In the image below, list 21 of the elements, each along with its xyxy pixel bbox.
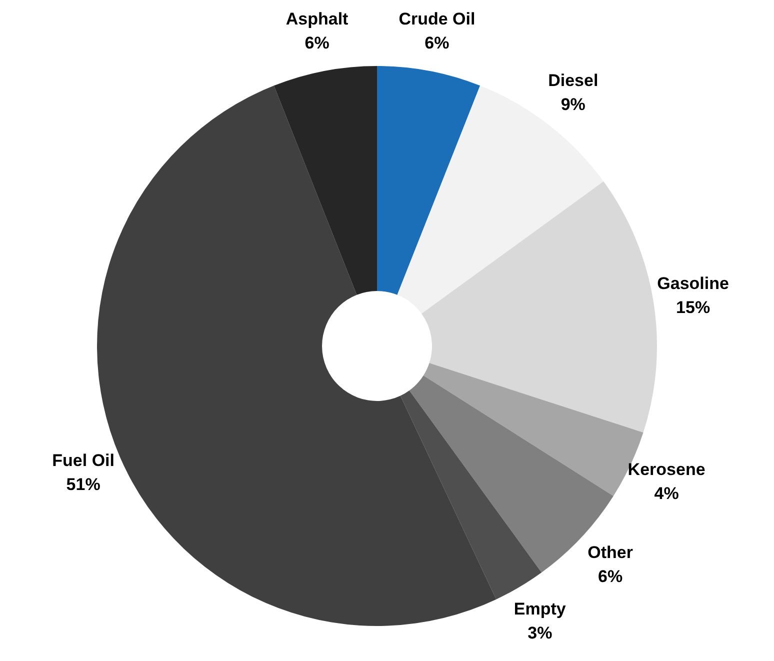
data-label: 6% [424, 34, 450, 53]
data-label: 15% [676, 298, 710, 317]
slice-label: Kerosene [628, 460, 706, 480]
donut-slice [400, 390, 542, 600]
donut-slice [397, 86, 604, 314]
data-label: 6% [598, 567, 623, 586]
slice-label: Asphalt [286, 10, 349, 29]
slice-label: Other [588, 543, 634, 562]
data-label: 6% [304, 34, 330, 53]
data-label: 3% [528, 623, 552, 642]
slice-label: Diesel [548, 71, 598, 90]
slice-label: Gasoline [657, 274, 729, 293]
data-label: 4% [654, 484, 679, 504]
slice-label: Fuel Oil [52, 451, 114, 470]
data-label: 9% [560, 95, 586, 114]
slice-label: Crude Oil [398, 10, 476, 29]
slice-label: Empty [514, 599, 566, 618]
data-label: 51% [66, 475, 100, 494]
donut-slice [377, 66, 480, 295]
donut-slice [274, 66, 377, 295]
donut-slice [421, 181, 657, 433]
